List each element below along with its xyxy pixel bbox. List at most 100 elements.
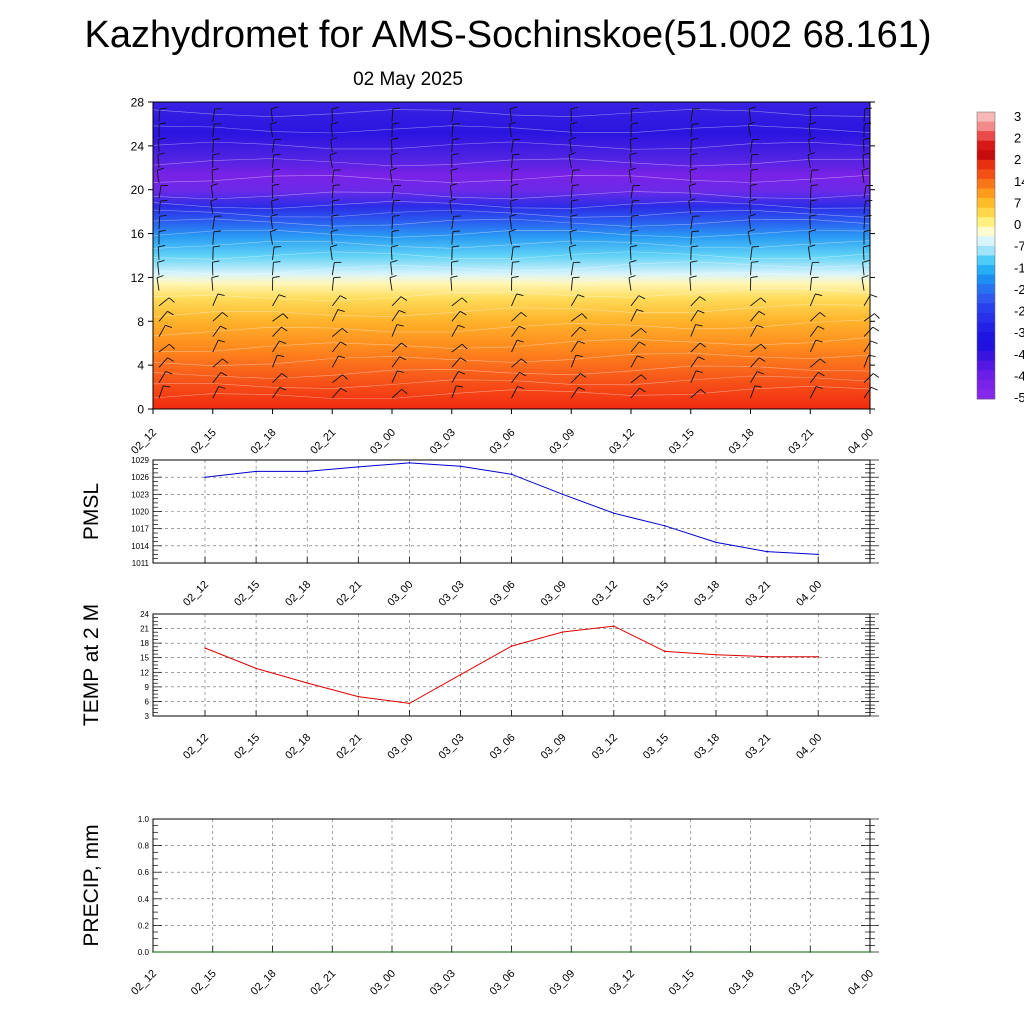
y-axis-title: PMSL <box>80 483 103 540</box>
wind-barb <box>809 312 821 322</box>
wind-barb-flag <box>810 199 818 202</box>
data-point <box>630 951 632 953</box>
wind-barb <box>569 139 572 153</box>
x-tick-label: 02_15 <box>232 579 262 609</box>
wind-barb <box>391 139 393 153</box>
colorbar-swatch <box>977 131 995 142</box>
wind-barb <box>863 139 865 153</box>
wind-barb-flag <box>457 324 465 329</box>
wind-barb-flag <box>631 122 639 125</box>
wind-barb-flag <box>281 326 288 332</box>
colorbar-swatch <box>977 265 995 276</box>
y-tick-label: 12 <box>131 271 145 285</box>
wind-barb-flag <box>220 372 228 377</box>
wind-barb-flag <box>338 355 346 359</box>
data-point <box>306 470 309 473</box>
data-point <box>510 951 513 953</box>
y-tick-label: 1029 <box>131 456 149 465</box>
wind-barb <box>809 277 813 291</box>
wind-barb-flag <box>809 106 817 110</box>
wind-barb-flag <box>333 276 341 279</box>
wind-barb-flag <box>392 107 400 110</box>
colorbar-swatch <box>977 293 995 304</box>
wind-barb <box>212 108 216 122</box>
x-tick-label: 03_00 <box>385 579 415 609</box>
data-point <box>459 673 462 676</box>
wind-barb <box>808 139 811 153</box>
wind-barb-flag <box>451 153 459 156</box>
x-tick-label: 03_06 <box>488 968 518 998</box>
wind-barb-flag <box>579 326 587 332</box>
wind-barb-flag <box>690 260 698 263</box>
wind-barb <box>511 293 518 307</box>
data-point <box>408 462 411 464</box>
wind-barb-flag <box>169 343 175 350</box>
wind-barb-flag <box>342 374 349 380</box>
wind-barb <box>212 139 214 153</box>
wind-barb-flag <box>157 152 165 156</box>
wind-barb <box>863 294 871 307</box>
y-tick-label: 15 <box>140 654 149 663</box>
x-tick-label: 03_18 <box>727 968 757 998</box>
colorbar-swatch <box>977 379 995 390</box>
wind-barb-flag <box>872 326 879 332</box>
wind-barb <box>451 108 455 122</box>
wind-barb-flag <box>517 386 525 389</box>
wind-barb <box>331 185 334 199</box>
wind-barb-flag <box>165 324 173 329</box>
wind-barb <box>158 371 167 383</box>
wind-barb <box>750 357 760 368</box>
wind-barb-flag <box>400 296 408 301</box>
data-point <box>817 553 819 556</box>
data-point <box>306 682 309 684</box>
wind-barb <box>449 185 453 199</box>
wind-barb-flag <box>218 386 226 389</box>
wind-barb <box>809 372 819 383</box>
wind-barb-flag <box>809 214 817 217</box>
wind-barb <box>690 356 699 368</box>
data-point <box>809 951 812 953</box>
data-point <box>664 525 666 527</box>
x-tick-label: 03_21 <box>743 579 773 609</box>
wind-barb <box>810 358 821 368</box>
y-tick-label: 0.6 <box>138 868 150 877</box>
contour-line <box>152 385 871 399</box>
wind-barb-flag <box>570 121 578 125</box>
wind-barb <box>451 311 461 322</box>
wind-barb-flag <box>396 324 404 327</box>
colorbar-swatch <box>977 140 995 151</box>
wind-barb-flag <box>391 244 399 248</box>
wind-barb <box>690 216 694 230</box>
y-tick-label: 6 <box>145 697 150 706</box>
y-tick-label: 24 <box>140 610 149 619</box>
wind-barb-flag <box>632 199 640 202</box>
wind-barb <box>630 108 633 122</box>
wind-barb <box>271 200 273 214</box>
wind-barb-flag <box>217 293 225 297</box>
wind-barb <box>391 342 402 353</box>
wind-barb <box>272 373 283 384</box>
wind-barb <box>690 342 701 353</box>
wind-barb <box>331 387 342 399</box>
data-point <box>271 951 274 953</box>
x-tick-label: 02_12 <box>129 427 159 457</box>
wind-barb <box>509 124 512 138</box>
wind-barb-flag <box>816 386 823 389</box>
x-tick-label: 02_15 <box>189 968 219 998</box>
data-point <box>817 655 819 658</box>
wind-barb-flag <box>337 309 345 313</box>
wind-barb <box>272 294 280 307</box>
wind-barb-flag <box>636 309 644 313</box>
wind-barb-flag <box>748 106 757 110</box>
wind-barb-flag <box>688 198 696 202</box>
wind-barb-flag <box>570 106 578 110</box>
wind-barb <box>630 139 632 153</box>
wind-barb <box>570 170 574 184</box>
wind-barb-flag <box>453 123 461 125</box>
x-tick-label: 02_18 <box>249 968 279 998</box>
wind-barb-flag <box>577 340 585 345</box>
wind-barb <box>390 154 393 168</box>
wind-barb-flag <box>695 370 703 373</box>
x-tick-label: 03_06 <box>488 579 518 609</box>
wind-barb-flag <box>390 152 398 156</box>
